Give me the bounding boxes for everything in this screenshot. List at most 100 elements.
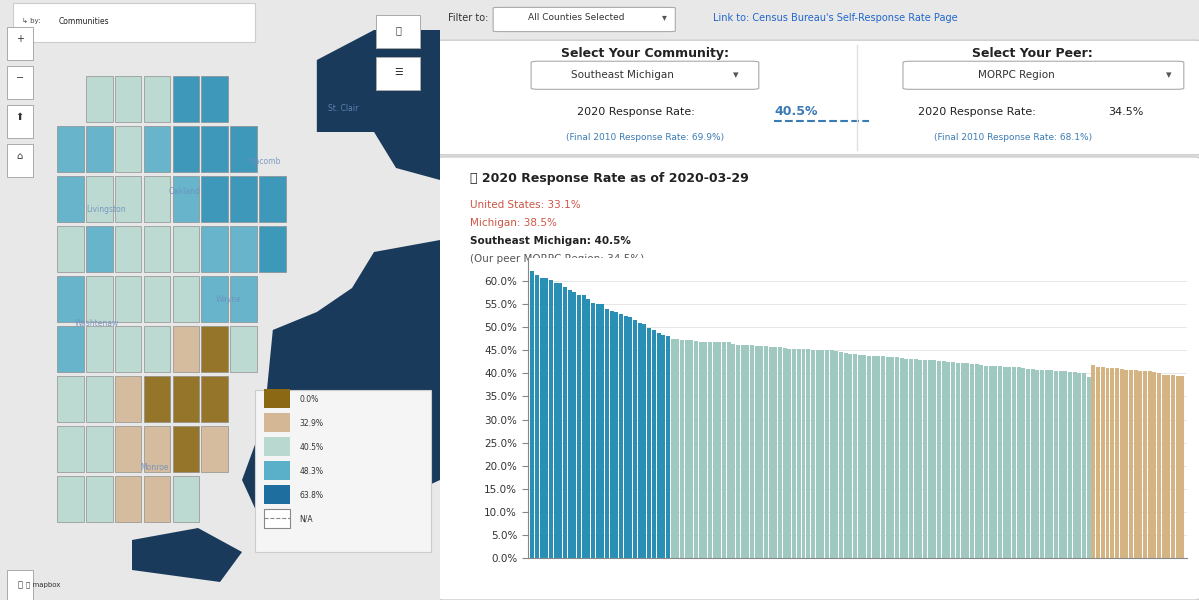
Polygon shape [132,528,242,582]
Bar [661,335,665,558]
Bar [7,27,34,60]
Text: 2020 Response Rate:: 2020 Response Rate: [918,107,1040,116]
Bar [1133,370,1138,558]
Bar [173,176,199,222]
Bar [144,76,170,122]
Bar [115,126,141,172]
Bar [628,317,632,558]
Bar [201,276,228,322]
Bar [605,309,609,558]
Bar [1167,376,1170,558]
Text: (Final 2010 Response Rate: 69.9%): (Final 2010 Response Rate: 69.9%) [566,133,724,142]
Bar [764,346,769,558]
Bar [1180,376,1185,558]
Bar [886,356,890,558]
Bar [704,341,707,558]
Bar [759,346,764,558]
Bar [1017,367,1020,558]
Bar [173,326,199,372]
Bar [689,340,693,558]
Text: 📊 2020 Response Rate as of 2020-03-29: 📊 2020 Response Rate as of 2020-03-29 [470,172,749,185]
Bar [638,323,641,558]
Bar [1110,368,1114,558]
Bar [544,278,548,558]
Bar [13,3,255,42]
Text: +: + [16,34,24,44]
Bar [1162,374,1165,558]
Bar [741,345,745,558]
Bar [1083,373,1086,558]
Text: Southeast Michigan: 40.5%: Southeast Michigan: 40.5% [470,236,631,246]
Bar [848,354,852,558]
Bar [657,333,661,558]
Text: MORPC Region: MORPC Region [978,70,1055,80]
Bar [806,349,811,558]
Bar [1101,367,1104,558]
Bar [259,176,285,222]
Bar [956,362,960,558]
Bar [230,226,257,272]
Bar [1054,371,1058,558]
Bar [535,275,538,558]
Bar [1091,365,1096,558]
Bar [201,426,228,472]
Bar [998,367,1002,558]
Bar [614,312,619,558]
Bar [633,320,637,558]
Bar [144,476,170,522]
Text: St. Clair: St. Clair [329,103,359,113]
Bar [928,360,932,558]
Bar [173,126,199,172]
Text: (Final 2010 Response Rate: 68.1%): (Final 2010 Response Rate: 68.1%) [934,133,1092,142]
Bar [797,349,801,558]
Bar [619,314,623,558]
Bar [933,360,936,558]
Bar [259,226,285,272]
Bar [736,344,740,558]
Bar [144,226,170,272]
Bar [86,176,113,222]
Bar [844,353,848,558]
Bar [675,338,679,558]
FancyBboxPatch shape [436,40,1199,155]
Bar [918,359,922,558]
Bar [830,350,833,558]
Polygon shape [242,240,440,540]
Bar [1125,370,1128,558]
Bar [727,342,730,558]
Bar [201,226,228,272]
FancyBboxPatch shape [531,61,759,89]
Bar [1157,373,1161,558]
Bar [596,304,600,558]
Text: ▾: ▾ [734,70,739,80]
Bar [201,126,228,172]
Bar [951,362,956,558]
Bar [264,437,290,456]
Bar [115,276,141,322]
Bar [643,324,646,558]
Bar [577,295,582,558]
Bar [1138,371,1143,558]
FancyBboxPatch shape [493,7,675,32]
Bar [144,326,170,372]
Text: 63.8%: 63.8% [300,491,324,499]
Bar [970,364,974,558]
Bar [264,389,290,408]
Bar [376,57,420,90]
Bar [1073,373,1077,558]
Bar [115,376,141,422]
Bar [591,303,595,558]
Bar [801,349,806,558]
Bar [793,349,796,558]
Bar [1068,371,1072,558]
Bar [115,226,141,272]
Bar [699,341,703,558]
Bar [1026,368,1030,558]
Bar [255,390,432,552]
Bar [173,226,199,272]
Bar [230,326,257,372]
Text: ▾: ▾ [662,13,667,23]
Bar [769,347,772,558]
Text: Filter to:: Filter to: [447,13,488,23]
Bar [909,359,914,558]
